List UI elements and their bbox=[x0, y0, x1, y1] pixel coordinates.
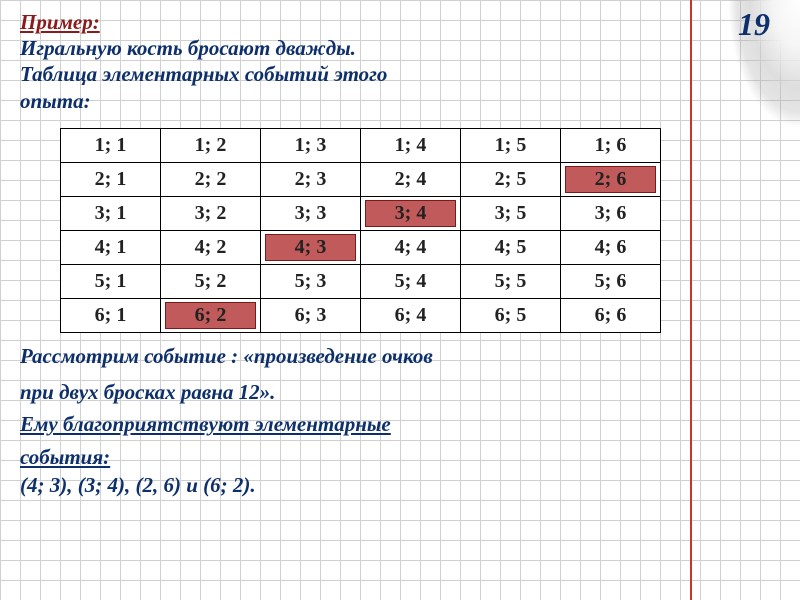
favorable-outcomes: (4; 3), (3; 4), (2, 6) и (6; 2). bbox=[20, 472, 710, 498]
table-cell: 2; 2 bbox=[161, 162, 261, 196]
heading-line-2: Таблица элементарных событий этого bbox=[20, 61, 710, 87]
table-row: 1; 11; 21; 31; 41; 51; 6 bbox=[61, 128, 661, 162]
table-row: 6; 16; 26; 36; 46; 56; 6 bbox=[61, 298, 661, 332]
favorable-title-2: события: bbox=[20, 444, 710, 470]
table-cell: 5; 2 bbox=[161, 264, 261, 298]
table-cell: 5; 5 bbox=[461, 264, 561, 298]
table-row: 2; 12; 22; 32; 42; 52; 6 bbox=[61, 162, 661, 196]
table-cell: 1; 2 bbox=[161, 128, 261, 162]
table-cell: 5; 1 bbox=[61, 264, 161, 298]
slide-content: Пример: Игральную кость бросают дважды. … bbox=[0, 0, 800, 508]
table-cell: 1; 3 bbox=[261, 128, 361, 162]
page-number: 19 bbox=[738, 6, 770, 43]
table-cell: 4; 5 bbox=[461, 230, 561, 264]
table-cell: 6; 5 bbox=[461, 298, 561, 332]
heading-line-3: опыта: bbox=[20, 88, 710, 114]
table-cell: 1; 6 bbox=[561, 128, 661, 162]
table-cell: 2; 6 bbox=[561, 162, 661, 196]
table-cell: 6; 6 bbox=[561, 298, 661, 332]
table-row: 3; 13; 23; 33; 43; 53; 6 bbox=[61, 196, 661, 230]
table-cell: 4; 1 bbox=[61, 230, 161, 264]
table-cell: 3; 4 bbox=[361, 196, 461, 230]
table-cell: 5; 4 bbox=[361, 264, 461, 298]
table-cell: 4; 6 bbox=[561, 230, 661, 264]
example-title: Пример: bbox=[20, 10, 710, 35]
table-cell: 6; 4 bbox=[361, 298, 461, 332]
table-cell: 3; 3 bbox=[261, 196, 361, 230]
table-cell: 5; 3 bbox=[261, 264, 361, 298]
table-cell: 1; 5 bbox=[461, 128, 561, 162]
table-row: 4; 14; 24; 34; 44; 54; 6 bbox=[61, 230, 661, 264]
table-cell: 4; 2 bbox=[161, 230, 261, 264]
event-desc-2: при двух бросках равна 12». bbox=[20, 379, 710, 405]
favorable-title-1: Ему благоприятствуют элементарные bbox=[20, 411, 710, 437]
table-cell: 2; 1 bbox=[61, 162, 161, 196]
events-table: 1; 11; 21; 31; 41; 51; 62; 12; 22; 32; 4… bbox=[60, 128, 661, 333]
table-cell: 3; 5 bbox=[461, 196, 561, 230]
table-cell: 1; 4 bbox=[361, 128, 461, 162]
table-cell: 3; 6 bbox=[561, 196, 661, 230]
table-row: 5; 15; 25; 35; 45; 55; 6 bbox=[61, 264, 661, 298]
table-cell: 6; 2 bbox=[161, 298, 261, 332]
heading-line-1: Игральную кость бросают дважды. bbox=[20, 35, 710, 61]
table-cell: 5; 6 bbox=[561, 264, 661, 298]
table-cell: 2; 5 bbox=[461, 162, 561, 196]
table-cell: 6; 1 bbox=[61, 298, 161, 332]
table-cell: 2; 4 bbox=[361, 162, 461, 196]
table-cell: 2; 3 bbox=[261, 162, 361, 196]
table-cell: 1; 1 bbox=[61, 128, 161, 162]
table-cell: 3; 2 bbox=[161, 196, 261, 230]
event-desc-1: Рассмотрим событие : «произведение очков bbox=[20, 343, 710, 369]
table-cell: 3; 1 bbox=[61, 196, 161, 230]
table-cell: 4; 3 bbox=[261, 230, 361, 264]
table-cell: 4; 4 bbox=[361, 230, 461, 264]
table-cell: 6; 3 bbox=[261, 298, 361, 332]
